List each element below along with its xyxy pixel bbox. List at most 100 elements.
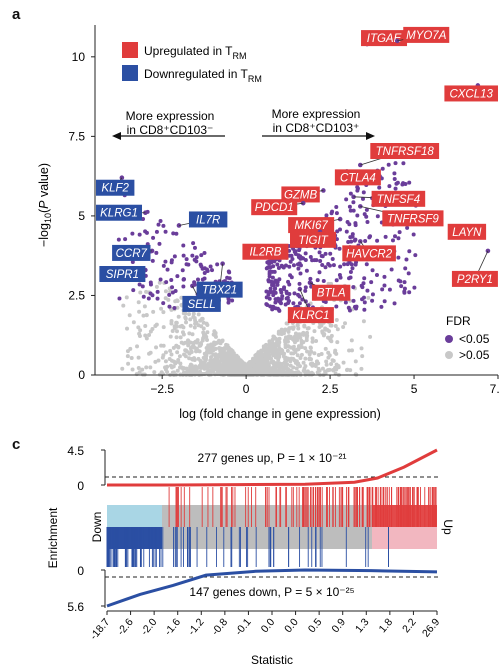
nonsig-point (194, 349, 199, 354)
nonsig-point (259, 363, 264, 368)
gene-label-itgae: ITGAE (367, 33, 402, 45)
gene-label-box (370, 143, 440, 159)
sig-point (158, 277, 163, 282)
nonsig-point (368, 334, 373, 339)
gene-label-tigit: TIGIT (298, 235, 328, 247)
sig-point (291, 301, 296, 306)
sig-point (338, 275, 343, 280)
nonsig-point (284, 363, 289, 368)
sig-point (347, 204, 352, 209)
gene-label-box (182, 295, 221, 312)
nonsig-point (270, 367, 275, 372)
nonsig-point (299, 352, 304, 357)
sig-point (283, 302, 288, 307)
nonsig-point (181, 366, 186, 371)
gene-label-p2ry1: P2RY1 (457, 274, 493, 286)
sig-point (351, 208, 356, 213)
nonsig-point (187, 351, 192, 356)
nonsig-point (174, 324, 179, 329)
sig-point (155, 296, 160, 301)
nonsig-point (268, 372, 273, 377)
sig-point (298, 263, 303, 268)
nonsig-point (183, 354, 188, 359)
nonsig-point (262, 360, 267, 365)
sig-point (155, 289, 160, 294)
nonsig-point (222, 361, 227, 366)
nonsig-point (326, 350, 331, 355)
stat-tick-label: -0.8 (209, 616, 230, 638)
gene-label-sell: SELL (188, 299, 216, 311)
nonsig-point (305, 349, 310, 354)
sig-point (264, 289, 269, 294)
nonsig-point (140, 372, 145, 377)
top-tick-zero-label: 0 (77, 479, 84, 493)
nonsig-point (221, 366, 226, 371)
sig-point (268, 289, 273, 294)
nonsig-point (188, 323, 193, 328)
gene-label-btla: BTLA (317, 288, 346, 300)
sig-point (334, 205, 339, 210)
sig-point (370, 292, 375, 297)
nonsig-point (198, 363, 203, 368)
nonsig-point (129, 356, 134, 361)
sig-point (230, 298, 235, 303)
nonsig-point (334, 317, 339, 322)
nonsig-point (319, 323, 324, 328)
sig-point (342, 262, 347, 267)
nonsig-point (137, 370, 142, 375)
sig-point (297, 301, 302, 306)
nonsig-point (286, 329, 291, 334)
nonsig-point (205, 346, 210, 351)
nonsig-point (310, 336, 315, 341)
sig-point (394, 181, 399, 186)
nonsig-point (134, 372, 139, 377)
nonsig-point (202, 359, 207, 364)
sig-point (318, 259, 323, 264)
nonsig-point (256, 357, 261, 362)
sig-point (334, 278, 339, 283)
nonsig-point (249, 359, 254, 364)
nonsig-point (136, 365, 141, 370)
sig-point (379, 304, 384, 309)
legend-down-text: Downregulated in T (144, 67, 249, 81)
sig-point (387, 184, 392, 189)
sig-point (360, 196, 365, 201)
nonsig-point (286, 356, 291, 361)
nonsig-point (291, 370, 296, 375)
sig-point (407, 180, 412, 185)
sig-point (389, 267, 394, 272)
nonsig-point (225, 354, 230, 359)
sig-point (397, 230, 402, 235)
nonsig-point (321, 333, 326, 338)
stat-tick-label: -2.0 (139, 616, 160, 638)
sig-point (303, 288, 308, 293)
sig-point (180, 268, 185, 273)
nonsig-point (175, 368, 180, 373)
sig-point (338, 227, 343, 232)
sig-point (210, 268, 215, 273)
nonsig-point (281, 367, 286, 372)
nonsig-point (174, 320, 179, 325)
nonsig-point (333, 324, 338, 329)
nonsig-point (154, 345, 159, 350)
nonsig-point (269, 356, 274, 361)
nonsig-point (277, 363, 282, 368)
sig-point (349, 262, 354, 267)
sig-point (137, 232, 142, 237)
nonsig-point (213, 334, 218, 339)
y-tick-label: 5 (78, 209, 85, 223)
nonsig-point (305, 330, 310, 335)
nonsig-point (308, 362, 313, 367)
sig-point (324, 213, 329, 218)
sig-point (172, 306, 177, 311)
sig-point (407, 290, 412, 295)
nonsig-point (201, 326, 206, 331)
fdr-legend-title: FDR (446, 314, 471, 328)
volcano-plot: −2.5 0 2.5 5 7.5 0 2.5 5 7.5 10 log (fold change … (37, 25, 500, 421)
nonsig-point (192, 325, 197, 330)
sig-point (175, 274, 180, 279)
nonsig-point (267, 339, 272, 344)
sig-point (271, 289, 276, 294)
sig-point (349, 239, 354, 244)
up-enrichment-curve (107, 448, 438, 487)
